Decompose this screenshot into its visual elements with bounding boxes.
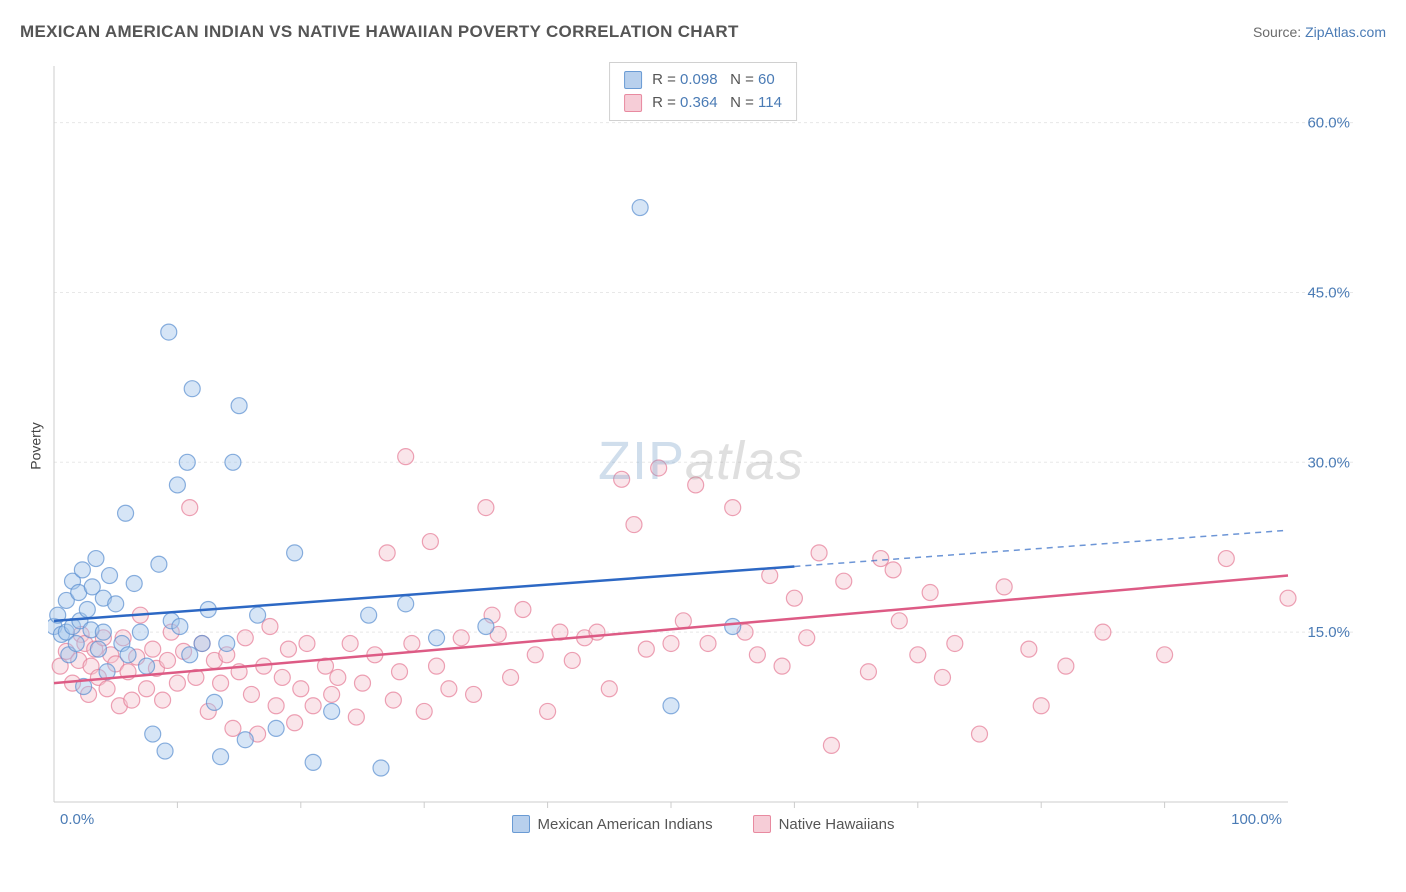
legend-label: Native Hawaiians xyxy=(779,816,895,833)
correlation-legend-row: R = 0.364 N = 114 xyxy=(624,92,782,115)
source-value: ZipAtlas.com xyxy=(1305,24,1386,40)
svg-text:15.0%: 15.0% xyxy=(1307,624,1350,641)
chart-area: 15.0%30.0%45.0%60.0%0.0%100.0% ZIPatlas … xyxy=(48,60,1358,830)
correlation-text: R = 0.364 N = 114 xyxy=(652,92,782,115)
legend-swatch xyxy=(624,71,642,89)
chart-header: MEXICAN AMERICAN INDIAN VS NATIVE HAWAII… xyxy=(20,22,1386,42)
legend-swatch xyxy=(512,815,530,833)
svg-text:45.0%: 45.0% xyxy=(1307,284,1350,301)
source-label: Source: xyxy=(1253,24,1301,40)
svg-text:60.0%: 60.0% xyxy=(1307,115,1350,132)
chart-title: MEXICAN AMERICAN INDIAN VS NATIVE HAWAII… xyxy=(20,22,739,42)
scatter-plot: 15.0%30.0%45.0%60.0%0.0%100.0% xyxy=(48,60,1358,830)
svg-text:30.0%: 30.0% xyxy=(1307,454,1350,471)
series-legend: Mexican American Indians Native Hawaiian… xyxy=(48,815,1358,833)
legend-item-native-hawaiians: Native Hawaiians xyxy=(753,815,895,833)
legend-label: Mexican American Indians xyxy=(538,816,713,833)
correlation-legend: R = 0.098 N = 60R = 0.364 N = 114 xyxy=(609,62,797,121)
legend-swatch xyxy=(624,94,642,112)
correlation-legend-row: R = 0.098 N = 60 xyxy=(624,69,782,92)
legend-item-mexican-american-indians: Mexican American Indians xyxy=(512,815,713,833)
legend-swatch xyxy=(753,815,771,833)
correlation-text: R = 0.098 N = 60 xyxy=(652,69,775,92)
y-axis-label: Poverty xyxy=(28,422,44,469)
source-attribution: Source: ZipAtlas.com xyxy=(1253,24,1386,40)
